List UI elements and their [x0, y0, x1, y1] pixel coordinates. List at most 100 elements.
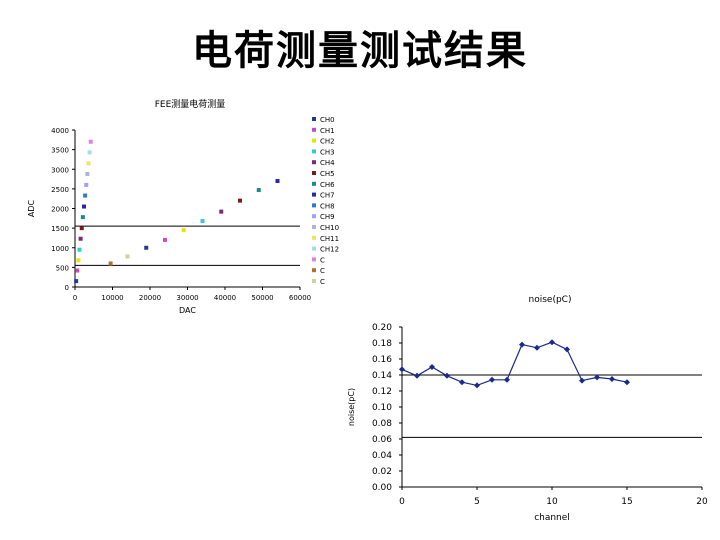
data-point	[79, 226, 84, 231]
legend-label: CH4	[320, 159, 335, 167]
legend-marker	[312, 138, 316, 143]
legend-label: CH10	[320, 224, 339, 232]
y-tick-label: 0.16	[372, 355, 392, 365]
x-tick-label: 40000	[214, 294, 236, 302]
legend-marker	[312, 160, 316, 165]
data-point	[399, 366, 405, 373]
data-point	[275, 179, 280, 184]
x-tick-label: 0	[399, 497, 405, 507]
data-point	[594, 374, 600, 381]
legend-label: C	[320, 256, 325, 264]
y-tick-label: 1500	[51, 225, 69, 233]
legend-marker	[312, 268, 316, 273]
slide-title: 电荷测量测试结果	[192, 27, 528, 74]
data-point	[624, 379, 630, 386]
series-line	[401, 341, 628, 387]
legend-marker	[312, 192, 316, 197]
y-tick-label: 0.18	[372, 339, 392, 349]
data-point	[75, 268, 80, 273]
data-point	[125, 254, 130, 259]
legend-label: CH5	[320, 170, 335, 178]
data-point	[519, 341, 525, 348]
charge-measurement-chart: FEE测量电荷测量 0 500 1000 1500 2000 2500 3000 3500 400…	[27, 98, 339, 315]
legend-marker	[312, 279, 316, 283]
data-point	[163, 237, 167, 242]
legend-marker	[312, 246, 316, 251]
y-tick-label: 0.20	[372, 323, 392, 333]
data-point	[256, 188, 261, 193]
legend-label: CH8	[320, 202, 335, 210]
y-tick-label: 0.04	[372, 451, 392, 461]
data-point	[144, 245, 149, 250]
data-point	[76, 258, 81, 263]
legend-marker	[312, 127, 316, 132]
data-point	[88, 139, 93, 144]
data-point	[86, 161, 91, 166]
legend-label: CH12	[320, 246, 339, 254]
y-tick-label: 0.10	[372, 403, 392, 413]
y-axis-label: noise(pC)	[347, 388, 356, 426]
x-tick-label: 60000	[289, 294, 311, 302]
legend-marker	[312, 149, 316, 154]
y-tick-label: 4000	[51, 127, 69, 135]
legend-marker	[312, 257, 316, 262]
data-point	[489, 376, 495, 383]
y-tick-label: 2500	[51, 186, 69, 194]
x-tick-label: 50000	[251, 294, 273, 302]
legend-marker	[312, 214, 316, 219]
y-tick-label: 0.06	[372, 435, 392, 445]
x-tick-label: 30000	[176, 294, 198, 302]
data-point	[77, 247, 82, 252]
data-point	[474, 382, 480, 389]
y-axis-label: ADC	[27, 199, 36, 217]
data-point	[504, 376, 510, 383]
data-point	[219, 209, 224, 214]
data-point	[459, 379, 465, 386]
data-point	[534, 344, 540, 351]
legend-label: C	[320, 278, 325, 286]
y-tick-label: 0.02	[372, 467, 392, 477]
x-tick-label: 0	[73, 294, 77, 302]
legend-label: CH0	[320, 116, 335, 124]
legend-label: C	[320, 267, 325, 275]
data-point	[78, 236, 83, 241]
data-point	[414, 372, 420, 379]
y-tick-label: 2000	[51, 206, 69, 214]
legend-label: CH3	[320, 148, 335, 156]
x-tick-label: 10	[546, 497, 558, 507]
y-tick-label: 0.08	[372, 419, 392, 429]
data-point	[549, 339, 555, 346]
legend-label: CH9	[320, 213, 335, 221]
y-tick-label: 0.14	[372, 371, 392, 381]
data-point	[429, 364, 435, 370]
x-axis-label: channel	[534, 513, 570, 523]
data-point	[87, 150, 92, 155]
legend-label: CH6	[320, 181, 335, 189]
data-point	[84, 182, 89, 187]
legend-marker	[312, 181, 316, 186]
x-axis-label: DAC	[179, 306, 196, 315]
legend-label: CH11	[320, 235, 339, 243]
y-tick-label: 3500	[51, 147, 69, 155]
y-tick-label: 3000	[51, 166, 69, 174]
y-tick-label: 0.00	[372, 483, 392, 493]
data-point	[82, 204, 86, 209]
chart-title: FEE测量电荷测量	[155, 98, 226, 110]
data-point	[74, 279, 79, 284]
legend-label: CH7	[320, 192, 335, 200]
data-point	[238, 198, 242, 203]
data-point	[444, 372, 450, 379]
data-point	[200, 219, 205, 224]
data-point	[83, 193, 88, 198]
noise-chart: noise(pC) 0.00 0.02 0.04 0.06 0.08 0.10 0.12 0.1…	[347, 295, 708, 523]
legend-marker	[312, 225, 316, 229]
legend-label: CH2	[320, 138, 335, 146]
x-tick-label: 10000	[101, 294, 123, 302]
legend-marker	[312, 235, 316, 240]
data-point	[564, 346, 570, 353]
y-tick-label: 0	[65, 284, 69, 292]
data-point	[80, 215, 85, 220]
data-point	[579, 377, 585, 384]
legend-marker	[312, 117, 316, 121]
y-tick-label: 0.12	[372, 387, 392, 397]
